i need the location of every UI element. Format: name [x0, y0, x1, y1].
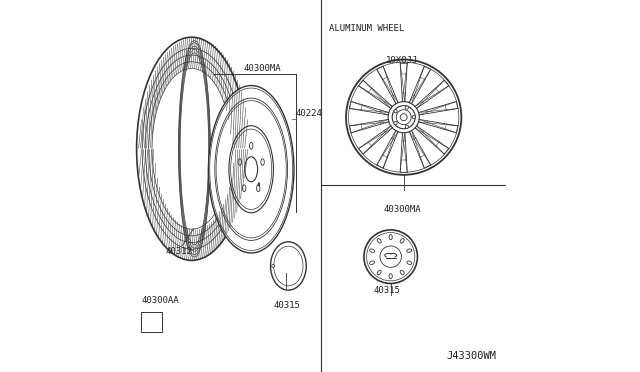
Circle shape: [364, 230, 417, 283]
Ellipse shape: [250, 142, 253, 149]
Ellipse shape: [389, 235, 392, 240]
Ellipse shape: [261, 159, 264, 166]
Text: 19X8JJ: 19X8JJ: [386, 56, 418, 65]
Ellipse shape: [229, 126, 273, 213]
Ellipse shape: [400, 270, 404, 275]
Text: 40224: 40224: [296, 109, 323, 118]
Ellipse shape: [389, 274, 392, 279]
Circle shape: [405, 125, 408, 128]
Text: ALUMINUM WHEEL: ALUMINUM WHEEL: [330, 24, 404, 33]
Ellipse shape: [271, 242, 306, 290]
Ellipse shape: [400, 238, 404, 243]
Text: 40300AA: 40300AA: [141, 296, 179, 305]
Text: 40315: 40315: [273, 301, 300, 310]
Text: 40300MA: 40300MA: [383, 205, 420, 214]
Ellipse shape: [243, 185, 246, 192]
Ellipse shape: [377, 270, 381, 275]
Ellipse shape: [407, 249, 412, 252]
Ellipse shape: [257, 185, 260, 192]
Circle shape: [392, 106, 415, 129]
Ellipse shape: [238, 159, 241, 166]
Ellipse shape: [377, 238, 381, 243]
Circle shape: [272, 264, 275, 267]
Text: 40315: 40315: [374, 286, 401, 295]
Text: 40300MA: 40300MA: [244, 64, 281, 73]
Text: 40312: 40312: [165, 247, 192, 256]
Ellipse shape: [370, 261, 374, 264]
Circle shape: [346, 60, 461, 175]
Bar: [141, 312, 162, 332]
Ellipse shape: [244, 157, 257, 182]
Text: J43300WM: J43300WM: [447, 351, 497, 361]
Ellipse shape: [209, 86, 294, 253]
Ellipse shape: [370, 249, 374, 252]
Circle shape: [400, 114, 407, 121]
Circle shape: [412, 116, 415, 119]
Circle shape: [394, 110, 397, 113]
Ellipse shape: [258, 183, 260, 186]
Circle shape: [394, 122, 397, 125]
Circle shape: [405, 106, 408, 109]
Ellipse shape: [407, 261, 412, 264]
